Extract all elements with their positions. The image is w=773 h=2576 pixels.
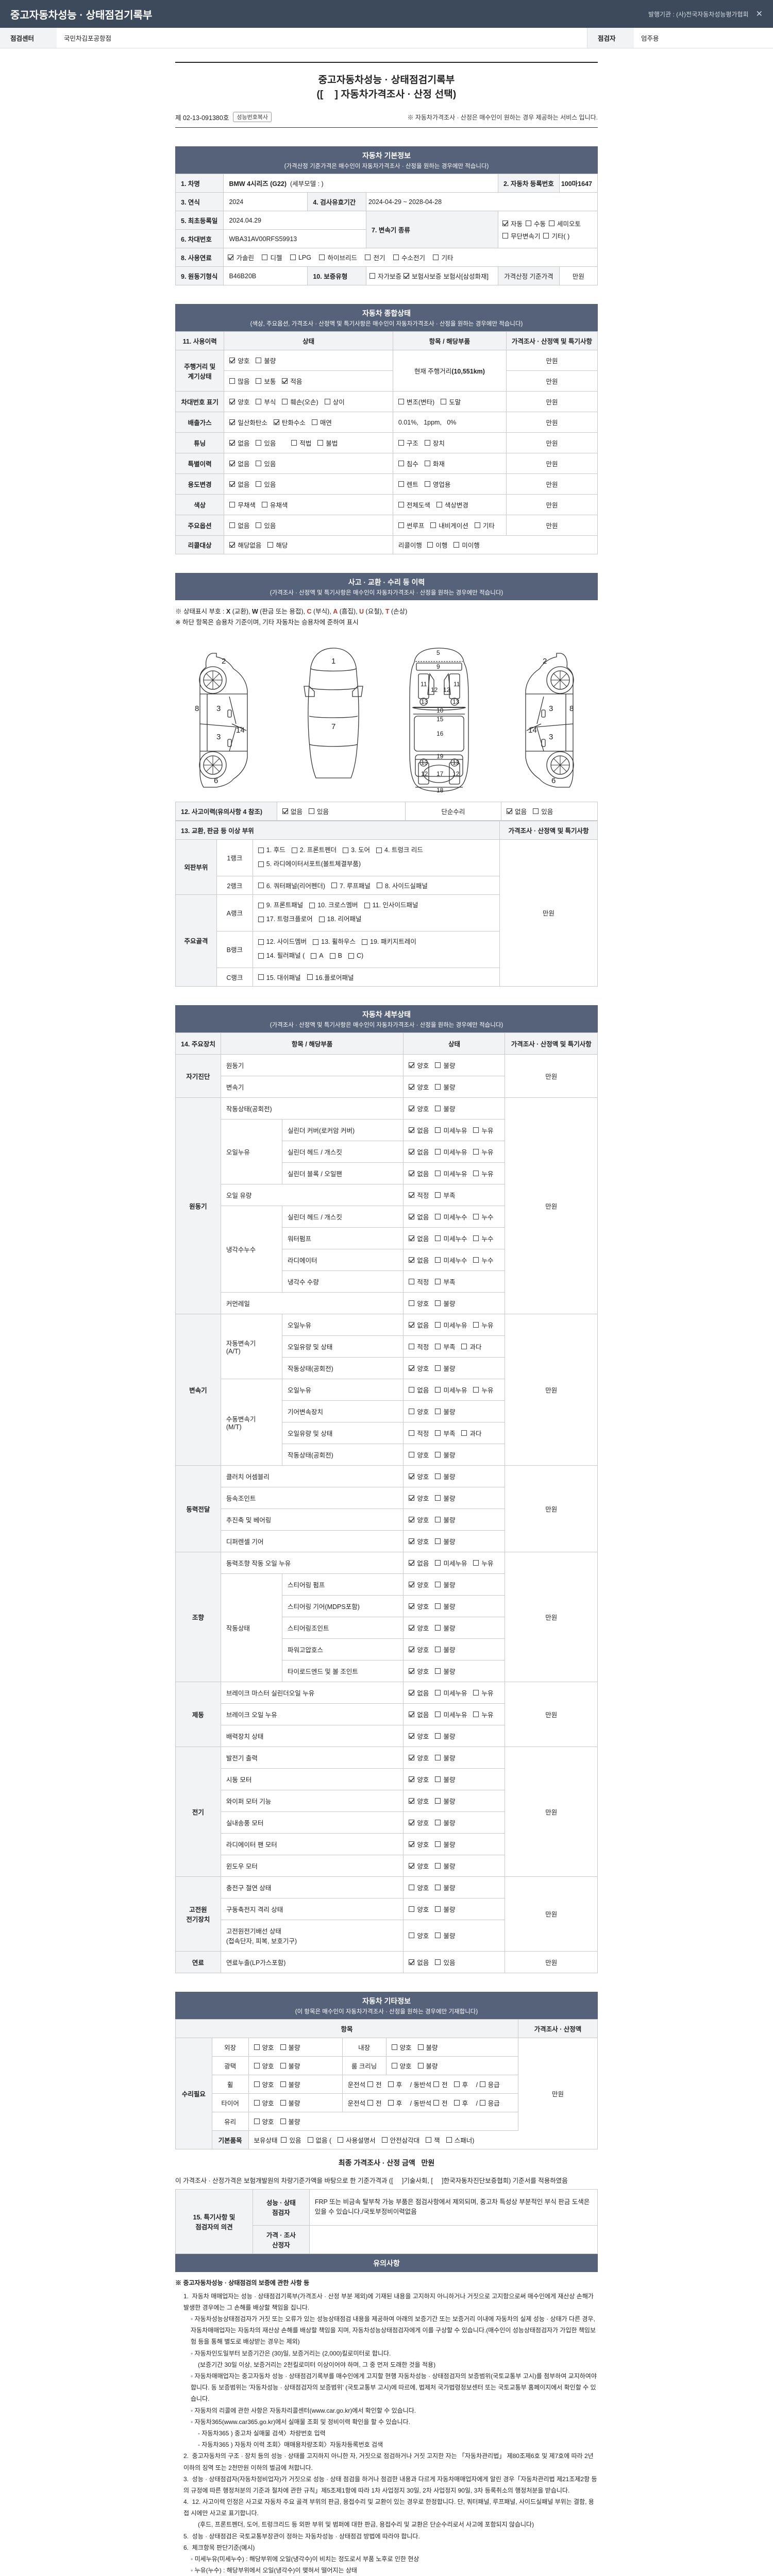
svg-text:9: 9 xyxy=(436,663,440,670)
svg-text:7: 7 xyxy=(331,722,335,731)
svg-text:16: 16 xyxy=(436,730,444,737)
svg-text:3: 3 xyxy=(549,704,553,713)
svg-text:5: 5 xyxy=(436,649,440,656)
svg-text:14: 14 xyxy=(236,726,245,735)
svg-text:15: 15 xyxy=(436,716,444,723)
svg-text:10: 10 xyxy=(436,707,444,714)
svg-text:12: 12 xyxy=(431,686,438,693)
svg-text:12: 12 xyxy=(443,686,450,693)
svg-text:2: 2 xyxy=(222,657,226,666)
svg-text:8: 8 xyxy=(195,704,199,713)
svg-text:17: 17 xyxy=(436,770,444,777)
svg-text:3: 3 xyxy=(549,733,553,741)
svg-text:18: 18 xyxy=(436,787,444,794)
svg-text:3: 3 xyxy=(216,733,221,741)
svg-text:8: 8 xyxy=(569,704,574,713)
svg-text:19: 19 xyxy=(436,753,444,760)
svg-text:3: 3 xyxy=(216,704,221,713)
svg-text:6: 6 xyxy=(214,776,218,785)
svg-text:13: 13 xyxy=(452,698,460,705)
svg-text:6: 6 xyxy=(551,776,556,785)
svg-text:13: 13 xyxy=(421,759,428,766)
svg-text:13: 13 xyxy=(452,759,460,766)
svg-text:14: 14 xyxy=(528,726,537,735)
svg-text:12: 12 xyxy=(421,770,428,777)
svg-text:11: 11 xyxy=(453,681,460,688)
svg-text:1: 1 xyxy=(331,657,335,666)
svg-text:2: 2 xyxy=(543,657,547,666)
svg-text:12: 12 xyxy=(452,770,460,777)
svg-text:13: 13 xyxy=(421,698,428,705)
svg-text:11: 11 xyxy=(421,681,427,688)
